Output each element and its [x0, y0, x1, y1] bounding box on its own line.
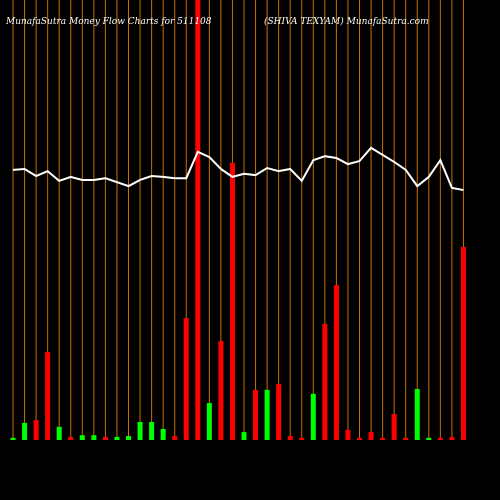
bar [449, 436, 455, 440]
bar [229, 162, 235, 441]
bar [264, 389, 270, 440]
bar [91, 435, 97, 440]
bar [426, 437, 432, 440]
bar [218, 341, 224, 440]
bar [172, 436, 178, 440]
bar [253, 389, 259, 440]
bar [414, 388, 420, 440]
bar [287, 436, 293, 440]
bar [345, 429, 351, 440]
bar [102, 436, 108, 440]
bar [149, 421, 155, 440]
bar [56, 426, 62, 440]
bar [206, 403, 212, 440]
bar [79, 435, 85, 440]
bar [391, 414, 397, 440]
bar [368, 432, 374, 440]
bar [437, 437, 443, 440]
bar [22, 422, 28, 440]
bar [68, 436, 74, 440]
bar [241, 432, 247, 440]
bar [126, 436, 131, 440]
bar [322, 323, 328, 440]
bar [276, 384, 282, 440]
bar [357, 437, 362, 440]
bar [160, 429, 166, 440]
bar [137, 421, 143, 440]
bar [310, 393, 316, 440]
chart-subtitle: (SHIVA TEXYAM) MunafaSutra.com [264, 16, 429, 27]
bar [380, 437, 386, 440]
bar [403, 437, 409, 440]
chart-title: MunafaSutra Money Flow Charts for 511108 [5, 17, 212, 27]
bar [195, 0, 201, 440]
bar [183, 318, 189, 440]
bar [45, 352, 51, 440]
bar [460, 246, 466, 440]
bar [114, 436, 120, 440]
bar [299, 437, 305, 440]
money-flow-line [12, 146, 464, 192]
bar [10, 437, 16, 440]
bar [333, 285, 339, 440]
bar [33, 420, 39, 440]
